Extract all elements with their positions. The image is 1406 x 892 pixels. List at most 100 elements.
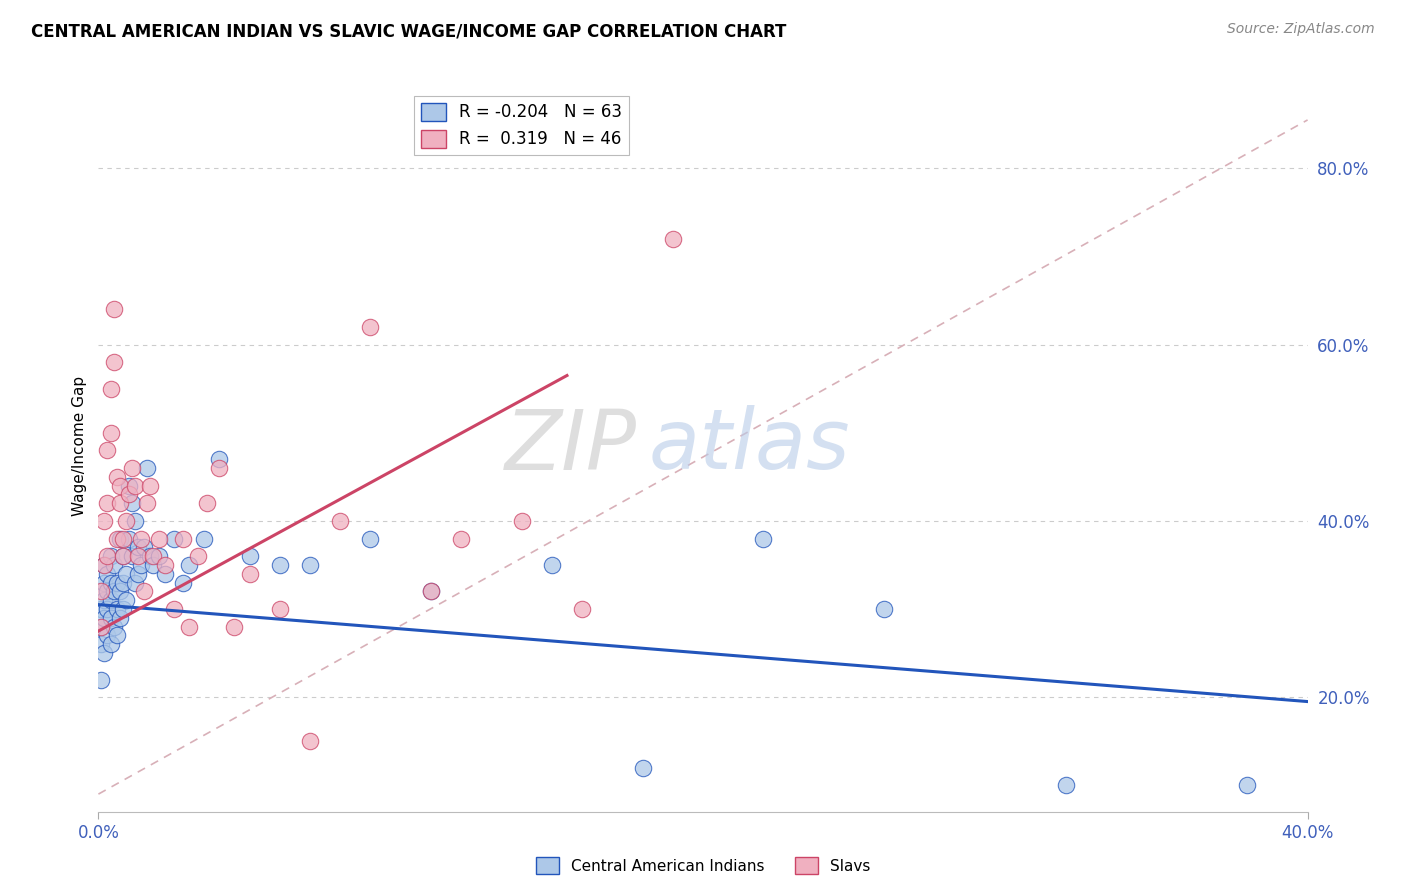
Point — [239, 549, 262, 563]
Point — [108, 478, 131, 492]
Point — [105, 628, 128, 642]
Point — [163, 532, 186, 546]
Point — [90, 602, 112, 616]
Y-axis label: Wage/Income Gap: Wage/Income Gap — [72, 376, 87, 516]
Point — [195, 496, 218, 510]
Point — [139, 549, 162, 563]
Point — [105, 470, 128, 484]
Point — [540, 558, 562, 572]
Point — [329, 514, 352, 528]
Point — [96, 549, 118, 563]
Point — [142, 558, 165, 572]
Point — [114, 593, 136, 607]
Point — [111, 602, 134, 616]
Point — [96, 584, 118, 599]
Point — [90, 673, 112, 687]
Point — [124, 575, 146, 590]
Point — [148, 549, 170, 563]
Point — [239, 566, 262, 581]
Point — [93, 514, 115, 528]
Point — [124, 478, 146, 492]
Point — [153, 558, 176, 572]
Point — [93, 558, 115, 572]
Point — [420, 584, 443, 599]
Point — [114, 566, 136, 581]
Point — [172, 575, 194, 590]
Point — [118, 478, 141, 492]
Legend: R = -0.204   N = 63, R =  0.319   N = 46: R = -0.204 N = 63, R = 0.319 N = 46 — [415, 96, 628, 155]
Point — [224, 620, 246, 634]
Point — [139, 478, 162, 492]
Point — [124, 514, 146, 528]
Point — [100, 425, 122, 440]
Point — [420, 584, 443, 599]
Point — [132, 541, 155, 555]
Point — [510, 514, 533, 528]
Point — [269, 602, 291, 616]
Point — [360, 532, 382, 546]
Point — [148, 532, 170, 546]
Point — [111, 549, 134, 563]
Point — [108, 532, 131, 546]
Point — [129, 532, 152, 546]
Point — [208, 452, 231, 467]
Point — [1236, 778, 1258, 792]
Point — [103, 302, 125, 317]
Point — [172, 532, 194, 546]
Text: Source: ZipAtlas.com: Source: ZipAtlas.com — [1227, 22, 1375, 37]
Point — [96, 443, 118, 458]
Point — [114, 514, 136, 528]
Point — [299, 558, 322, 572]
Point — [121, 461, 143, 475]
Point — [111, 549, 134, 563]
Text: ZIP: ZIP — [505, 406, 637, 486]
Point — [179, 558, 201, 572]
Point — [96, 496, 118, 510]
Point — [93, 611, 115, 625]
Point — [103, 620, 125, 634]
Point — [103, 355, 125, 369]
Point — [873, 602, 896, 616]
Point — [571, 602, 593, 616]
Point — [121, 549, 143, 563]
Point — [100, 637, 122, 651]
Point — [111, 575, 134, 590]
Point — [108, 611, 131, 625]
Point — [360, 320, 382, 334]
Point — [90, 620, 112, 634]
Point — [90, 584, 112, 599]
Point — [108, 584, 131, 599]
Point — [135, 461, 157, 475]
Point — [111, 532, 134, 546]
Point — [93, 646, 115, 660]
Point — [96, 566, 118, 581]
Point — [135, 496, 157, 510]
Point — [163, 602, 186, 616]
Point — [90, 637, 112, 651]
Text: CENTRAL AMERICAN INDIAN VS SLAVIC WAGE/INCOME GAP CORRELATION CHART: CENTRAL AMERICAN INDIAN VS SLAVIC WAGE/I… — [31, 22, 786, 40]
Point — [1054, 778, 1077, 792]
Point — [93, 558, 115, 572]
Text: atlas: atlas — [648, 406, 851, 486]
Point — [118, 487, 141, 501]
Point — [90, 620, 112, 634]
Point — [103, 558, 125, 572]
Point — [193, 532, 215, 546]
Point — [129, 558, 152, 572]
Point — [631, 761, 654, 775]
Point — [752, 532, 775, 546]
Point — [142, 549, 165, 563]
Point — [108, 496, 131, 510]
Point — [100, 382, 122, 396]
Point — [127, 549, 149, 563]
Point — [105, 575, 128, 590]
Point — [127, 566, 149, 581]
Point — [187, 549, 209, 563]
Point — [299, 734, 322, 748]
Point — [121, 496, 143, 510]
Point — [179, 620, 201, 634]
Point — [105, 532, 128, 546]
Point — [100, 593, 122, 607]
Point — [153, 566, 176, 581]
Point — [96, 628, 118, 642]
